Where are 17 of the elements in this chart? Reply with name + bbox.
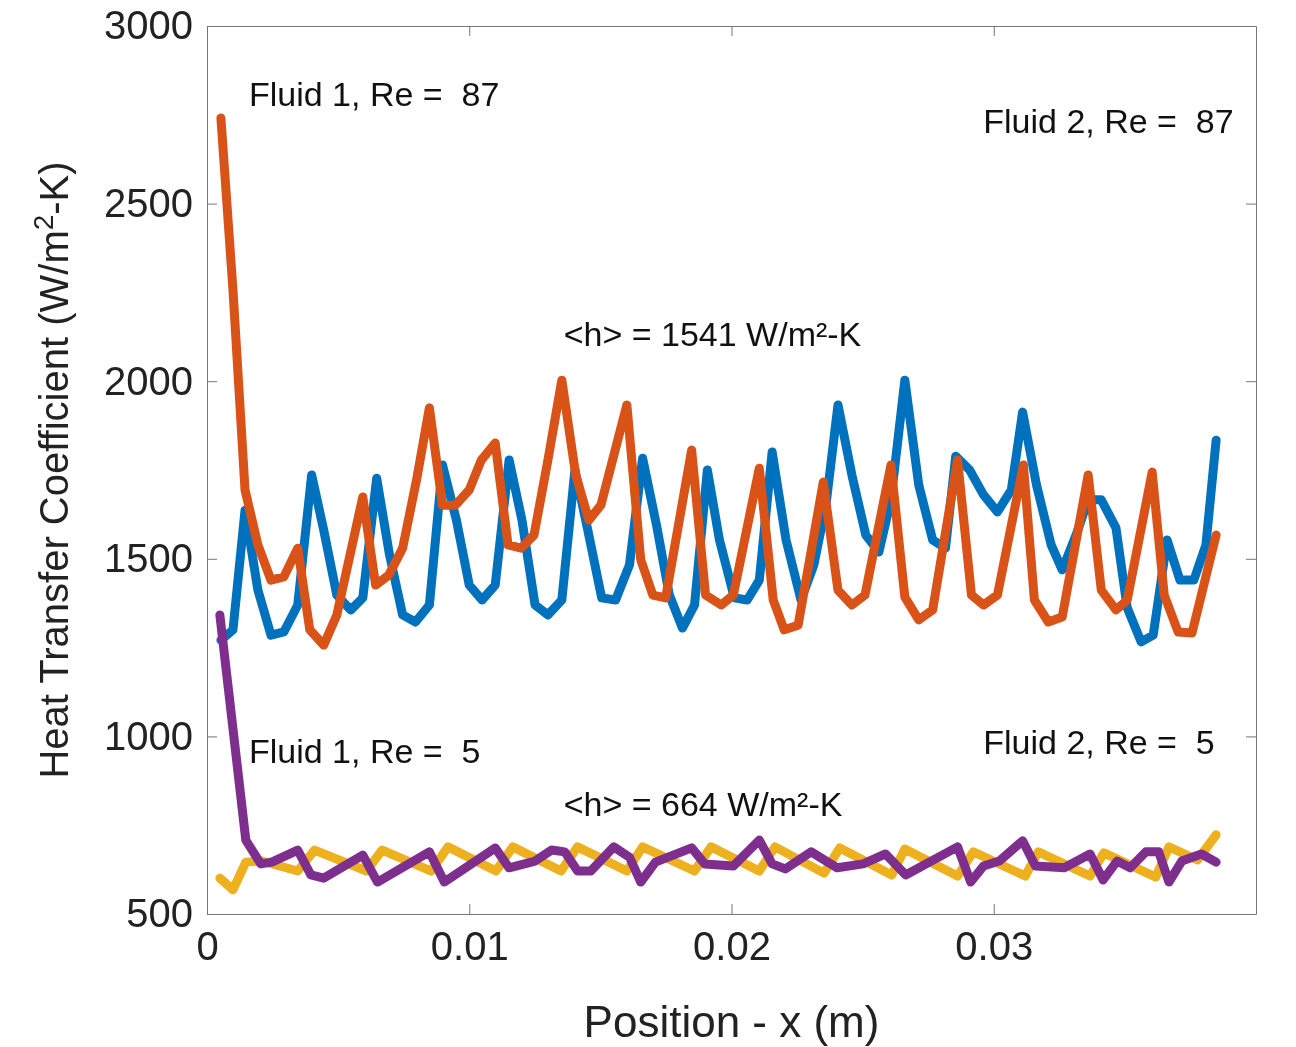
x-axis-title: Position - x (m) [583, 997, 880, 1046]
y-tick-label: 1500 [104, 536, 193, 581]
x-tick-label: 0.01 [430, 924, 509, 969]
y-tick-label: 3000 [104, 3, 193, 48]
annotation: <h> = 664 W/m²-K [563, 785, 843, 824]
annotation: Fluid 2, Re = 87 [983, 101, 1234, 140]
x-tick-label: 0.02 [693, 924, 771, 969]
x-tick-label: 0 [196, 924, 219, 969]
y-tick-label: 1000 [104, 713, 193, 758]
annotation: Fluid 1, Re = 5 [248, 732, 481, 771]
y-tick-label: 500 [126, 891, 193, 936]
annotation: Fluid 1, Re = 87 [248, 74, 500, 113]
y-tick-label: 2500 [104, 180, 193, 225]
annotation: <h> = 1541 W/m²-K [563, 314, 862, 353]
y-tick-label: 2000 [104, 358, 193, 403]
x-tick-label: 0.03 [955, 924, 1034, 969]
annotation: Fluid 2, Re = 5 [983, 723, 1215, 762]
